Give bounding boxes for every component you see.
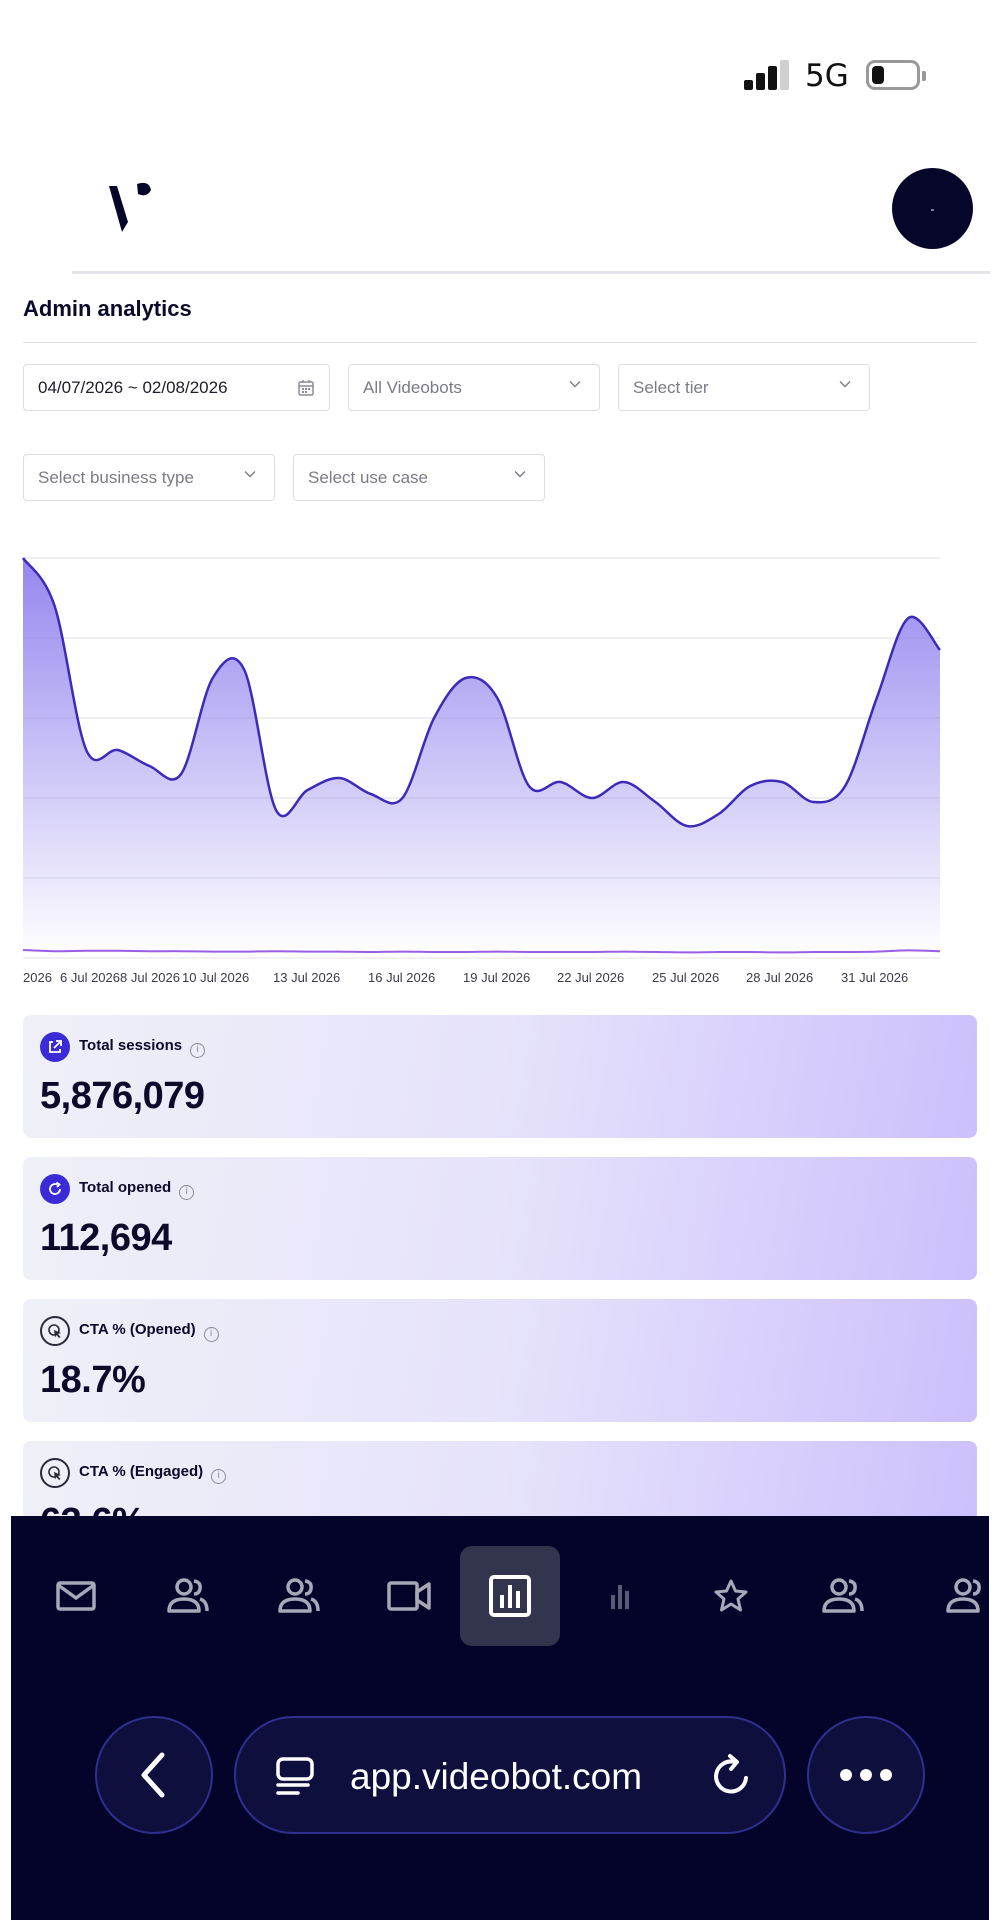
cursor-click-icon bbox=[40, 1316, 70, 1346]
x-tick-label: 31 Jul 2026 bbox=[841, 970, 908, 985]
videobot-select[interactable]: All Videobots bbox=[348, 364, 600, 411]
stat-label-text: Total opened bbox=[79, 1179, 172, 1196]
nav-item-users-2[interactable] bbox=[248, 1546, 348, 1646]
videobot-select-value: All Videobots bbox=[363, 377, 462, 397]
external-link-icon bbox=[40, 1032, 70, 1062]
more-dots-icon bbox=[840, 1769, 892, 1781]
avatar-initial: - bbox=[930, 201, 935, 216]
chevron-down-icon bbox=[244, 471, 256, 478]
bottom-navigation: app.videobot.com bbox=[11, 1516, 989, 1920]
x-tick-label: 19 Jul 2026 bbox=[463, 970, 530, 985]
browser-url-text: app.videobot.com bbox=[350, 1756, 643, 1797]
use-case-placeholder: Select use case bbox=[308, 467, 429, 487]
stat-card-total-opened: Total opened i 112,694 bbox=[23, 1157, 977, 1280]
calendar-icon bbox=[298, 380, 314, 396]
tier-select-placeholder: Select tier bbox=[633, 377, 709, 397]
users-icon bbox=[167, 1578, 209, 1613]
stat-label: Total opened i bbox=[79, 1179, 195, 1200]
series-area bbox=[23, 558, 940, 958]
signal-strength-icon bbox=[744, 60, 790, 90]
chevron-down-icon bbox=[569, 381, 581, 388]
stat-value: 112,694 bbox=[40, 1217, 172, 1259]
browser-back-button[interactable] bbox=[95, 1716, 213, 1834]
series-line-primary bbox=[21, 557, 941, 828]
use-case-select[interactable]: Select use case bbox=[293, 454, 545, 501]
app-header: - bbox=[0, 140, 1000, 275]
status-bar: 5G bbox=[0, 0, 1000, 140]
date-range-picker[interactable]: 04/07/2026 ~ 02/08/2026 bbox=[23, 364, 330, 411]
date-range-value: 04/07/2026 ~ 02/08/2026 bbox=[38, 377, 228, 397]
business-type-placeholder: Select business type bbox=[38, 467, 194, 487]
star-icon bbox=[714, 1579, 748, 1612]
business-type-select[interactable]: Select business type bbox=[23, 454, 275, 501]
x-tick-label: 6 Jul 2026 bbox=[60, 970, 120, 985]
cursor-click-icon bbox=[40, 1458, 70, 1488]
page-title: Admin analytics bbox=[23, 296, 192, 321]
browser-url-bar[interactable]: app.videobot.com bbox=[234, 1716, 786, 1834]
nav-item-bar-chart[interactable] bbox=[570, 1546, 670, 1646]
stat-label-text: Total sessions bbox=[79, 1037, 183, 1054]
browser-more-button[interactable] bbox=[807, 1716, 925, 1834]
nav-item-video[interactable] bbox=[359, 1546, 459, 1646]
x-tick-label: 13 Jul 2026 bbox=[273, 970, 340, 985]
x-tick-label: 10 Jul 2026 bbox=[182, 970, 249, 985]
x-tick-label: 22 Jul 2026 bbox=[557, 970, 624, 985]
stat-label: CTA % (Opened) i bbox=[79, 1321, 219, 1342]
users-icon bbox=[822, 1578, 864, 1613]
mail-icon bbox=[56, 1581, 96, 1611]
nav-item-users-1[interactable] bbox=[137, 1546, 237, 1646]
video-icon bbox=[387, 1581, 431, 1611]
chevron-down-icon bbox=[514, 471, 526, 478]
x-tick-label: 28 Jul 2026 bbox=[746, 970, 813, 985]
nav-item-mail[interactable] bbox=[26, 1546, 126, 1646]
chevron-down-icon bbox=[839, 381, 851, 388]
x-tick-label: 16 Jul 2026 bbox=[368, 970, 435, 985]
info-icon[interactable]: i bbox=[211, 1469, 227, 1484]
stat-value: 5,876,079 bbox=[40, 1075, 205, 1117]
battery-icon bbox=[866, 60, 926, 90]
x-tick-label: 8 Jul 2026 bbox=[120, 970, 180, 985]
avatar[interactable]: - bbox=[892, 168, 973, 249]
info-icon[interactable]: i bbox=[179, 1185, 195, 1200]
network-type: 5G bbox=[805, 58, 849, 94]
nav-item-analytics[interactable] bbox=[460, 1546, 560, 1646]
videobot-logo[interactable] bbox=[105, 180, 155, 232]
stat-label-text: CTA % (Engaged) bbox=[79, 1463, 204, 1480]
stat-label: Total sessions i bbox=[79, 1037, 206, 1058]
stat-label-text: CTA % (Opened) bbox=[79, 1321, 196, 1338]
nav-item-users-4[interactable] bbox=[889, 1546, 989, 1646]
series-line-secondary bbox=[22, 949, 941, 954]
tier-select[interactable]: Select tier bbox=[618, 364, 870, 411]
info-icon[interactable]: i bbox=[190, 1043, 206, 1058]
stat-card-total-sessions: Total sessions i 5,876,079 bbox=[23, 1015, 977, 1138]
chevron-left-icon bbox=[141, 1752, 165, 1798]
nav-item-users-3[interactable] bbox=[792, 1546, 892, 1646]
stat-label: CTA % (Engaged) i bbox=[79, 1463, 227, 1484]
bar-chart-icon bbox=[611, 1585, 629, 1609]
stat-card-cta-opened: CTA % (Opened) i 18.7% bbox=[23, 1299, 977, 1422]
analytics-icon bbox=[489, 1575, 531, 1617]
users-icon bbox=[278, 1578, 320, 1613]
sessions-area-chart: 2026 6 Jul 2026 8 Jul 2026 10 Jul 2026 13 Ju… bbox=[21, 557, 941, 985]
page-menu-icon[interactable] bbox=[274, 1756, 316, 1798]
x-tick-label: 2026 bbox=[23, 970, 52, 985]
reload-icon[interactable] bbox=[708, 1753, 754, 1799]
info-icon[interactable]: i bbox=[203, 1327, 219, 1342]
stat-value: 18.7% bbox=[40, 1359, 146, 1401]
refresh-icon bbox=[40, 1174, 70, 1204]
users-icon bbox=[946, 1578, 981, 1613]
title-divider bbox=[23, 342, 977, 343]
x-tick-label: 25 Jul 2026 bbox=[652, 970, 719, 985]
header-divider bbox=[72, 271, 990, 274]
nav-item-star[interactable] bbox=[681, 1546, 781, 1646]
